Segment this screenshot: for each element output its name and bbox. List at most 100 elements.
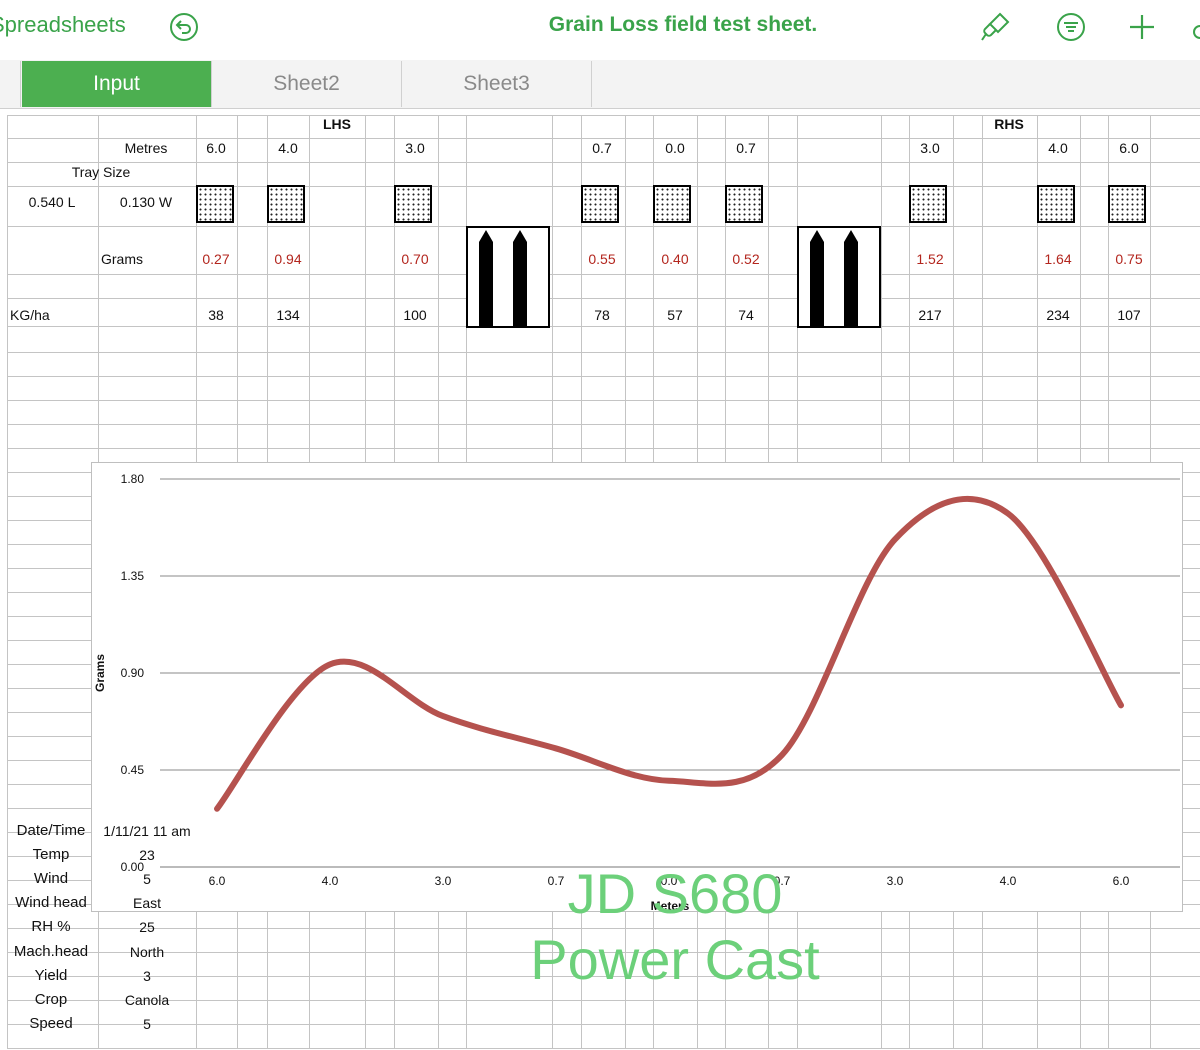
sheet-tabs: Input Sheet2 Sheet3 — [0, 60, 1200, 109]
kgha-value: 38 — [208, 307, 224, 323]
grams-label: Grams — [101, 251, 143, 267]
metres-value: 0.0 — [665, 140, 685, 156]
lhs-pass-diagram — [466, 226, 550, 328]
tab-sheet2[interactable]: Sheet2 — [212, 61, 402, 107]
grain-tray-icon — [1108, 185, 1146, 223]
metres-value: 3.0 — [405, 140, 425, 156]
x-axis-title: Meters — [651, 899, 690, 911]
x-tick-label: 0.7 — [774, 874, 791, 888]
metres-value: 6.0 — [1119, 140, 1139, 156]
grams-value: 1.52 — [916, 251, 944, 267]
grams-value: 0.94 — [274, 251, 302, 267]
kgha-value: 107 — [1117, 307, 1141, 323]
tab-sheet2-label: Sheet2 — [273, 72, 340, 95]
dual-arrow-icon — [810, 230, 858, 326]
add-sheet-button[interactable] — [0, 61, 21, 107]
info-value: 1/11/21 11 am — [103, 823, 191, 839]
toolbar: Spreadsheets Grain Loss field test sheet… — [0, 0, 1200, 61]
tray-length: 0.540 L — [28, 194, 76, 210]
tray-size-label: Tray Size — [71, 164, 131, 180]
series-line — [214, 495, 1124, 812]
dual-arrow-icon — [479, 230, 527, 326]
info-value: East — [132, 895, 161, 912]
grain-tray-icon — [267, 185, 305, 223]
grain-tray-icon — [909, 185, 947, 223]
info-label: Wind head — [15, 894, 87, 912]
metres-value: 4.0 — [1048, 140, 1068, 156]
kgha-value: 217 — [918, 307, 942, 323]
x-tick-label: 4.0 — [322, 874, 339, 888]
kgha-value: 74 — [738, 307, 754, 323]
kgha-value: 134 — [276, 307, 300, 323]
undo-icon[interactable] — [168, 11, 200, 43]
grams-value: 0.27 — [202, 251, 230, 267]
y-tick-label: 0.00 — [121, 860, 145, 874]
share-icon[interactable] — [1190, 10, 1200, 44]
plus-icon[interactable] — [1125, 10, 1159, 44]
paintbrush-icon[interactable] — [978, 10, 1012, 44]
y-axis-title: Grams — [93, 654, 107, 692]
kgha-value: 234 — [1046, 307, 1070, 323]
metres-label: Metres — [124, 140, 168, 156]
info-label: Wind — [33, 870, 69, 888]
info-label: Temp — [32, 846, 70, 864]
x-tick-label: 3.0 — [887, 874, 904, 888]
info-value: Canola — [124, 991, 170, 1008]
info-label: RH % — [31, 918, 71, 936]
kgha-label: KG/ha — [10, 307, 50, 323]
info-label: Speed — [29, 1014, 73, 1032]
grain-tray-icon — [581, 185, 619, 223]
grain-loss-chart[interactable]: 0.00 0.45 0.90 1.35 1.80 6.0 4.0 3.0 0.7 0.0 0.7 3.… — [91, 462, 1183, 913]
sheet-canvas[interactable]: LHS RHS Metres Tray Size 0.540 L 0.130 W… — [0, 108, 1200, 1050]
tray-width: 0.130 W — [119, 194, 173, 210]
x-tick-label: 3.0 — [435, 874, 452, 888]
x-tick-label: 0.0 — [661, 874, 678, 888]
metres-value: 6.0 — [206, 140, 226, 156]
metres-value: 0.7 — [736, 140, 756, 156]
tab-input[interactable]: Input — [22, 61, 212, 107]
x-tick-label: 4.0 — [1000, 874, 1017, 888]
info-value: 3 — [143, 967, 151, 984]
info-value: 5 — [143, 1015, 151, 1032]
rhs-pass-diagram — [797, 226, 881, 328]
tab-input-label: Input — [93, 72, 140, 95]
info-value: 5 — [143, 871, 151, 888]
info-label: Date/Time — [16, 822, 86, 839]
x-tick-label: 6.0 — [1113, 874, 1130, 888]
grams-value: 0.75 — [1115, 251, 1143, 267]
document-title: Grain Loss field test sheet. — [548, 13, 818, 36]
tab-sheet3[interactable]: Sheet3 — [402, 61, 592, 107]
y-tick-label: 0.90 — [121, 666, 145, 680]
grain-tray-icon — [196, 185, 234, 223]
info-value: North — [129, 943, 165, 960]
info-value: 25 — [139, 919, 155, 936]
x-tick-label: 6.0 — [209, 874, 226, 888]
kgha-value: 78 — [594, 307, 610, 323]
rhs-label: RHS — [994, 116, 1024, 132]
info-label: Crop — [34, 990, 68, 1008]
metres-value: 0.7 — [592, 140, 612, 156]
machine-mode-text: Power Cast — [530, 928, 820, 991]
grain-tray-icon — [394, 185, 432, 223]
line-chart: 0.00 0.45 0.90 1.35 1.80 6.0 4.0 3.0 0.7 0.0 0.7 3.… — [93, 472, 1180, 913]
grain-tray-icon — [653, 185, 691, 223]
info-label: Mach.head — [13, 942, 89, 960]
y-tick-label: 1.80 — [121, 472, 145, 486]
grams-value: 0.52 — [732, 251, 760, 267]
info-value: 23 — [139, 847, 155, 864]
kgha-value: 100 — [403, 307, 427, 323]
grams-value: 0.40 — [661, 251, 689, 267]
grams-value: 0.55 — [588, 251, 616, 267]
grain-tray-icon — [725, 185, 763, 223]
tab-sheet3-label: Sheet3 — [463, 72, 530, 95]
y-tick-label: 1.35 — [121, 569, 145, 583]
spreadsheets-back-link[interactable]: Spreadsheets — [0, 12, 126, 37]
metres-value: 3.0 — [920, 140, 940, 156]
format-icon[interactable] — [1054, 10, 1088, 44]
lhs-label: LHS — [323, 116, 351, 132]
grams-value: 0.70 — [401, 251, 429, 267]
machine-model-text: JD S680 — [567, 862, 783, 925]
x-tick-label: 0.7 — [548, 874, 565, 888]
grain-tray-icon — [1037, 185, 1075, 223]
kgha-value: 57 — [667, 307, 683, 323]
